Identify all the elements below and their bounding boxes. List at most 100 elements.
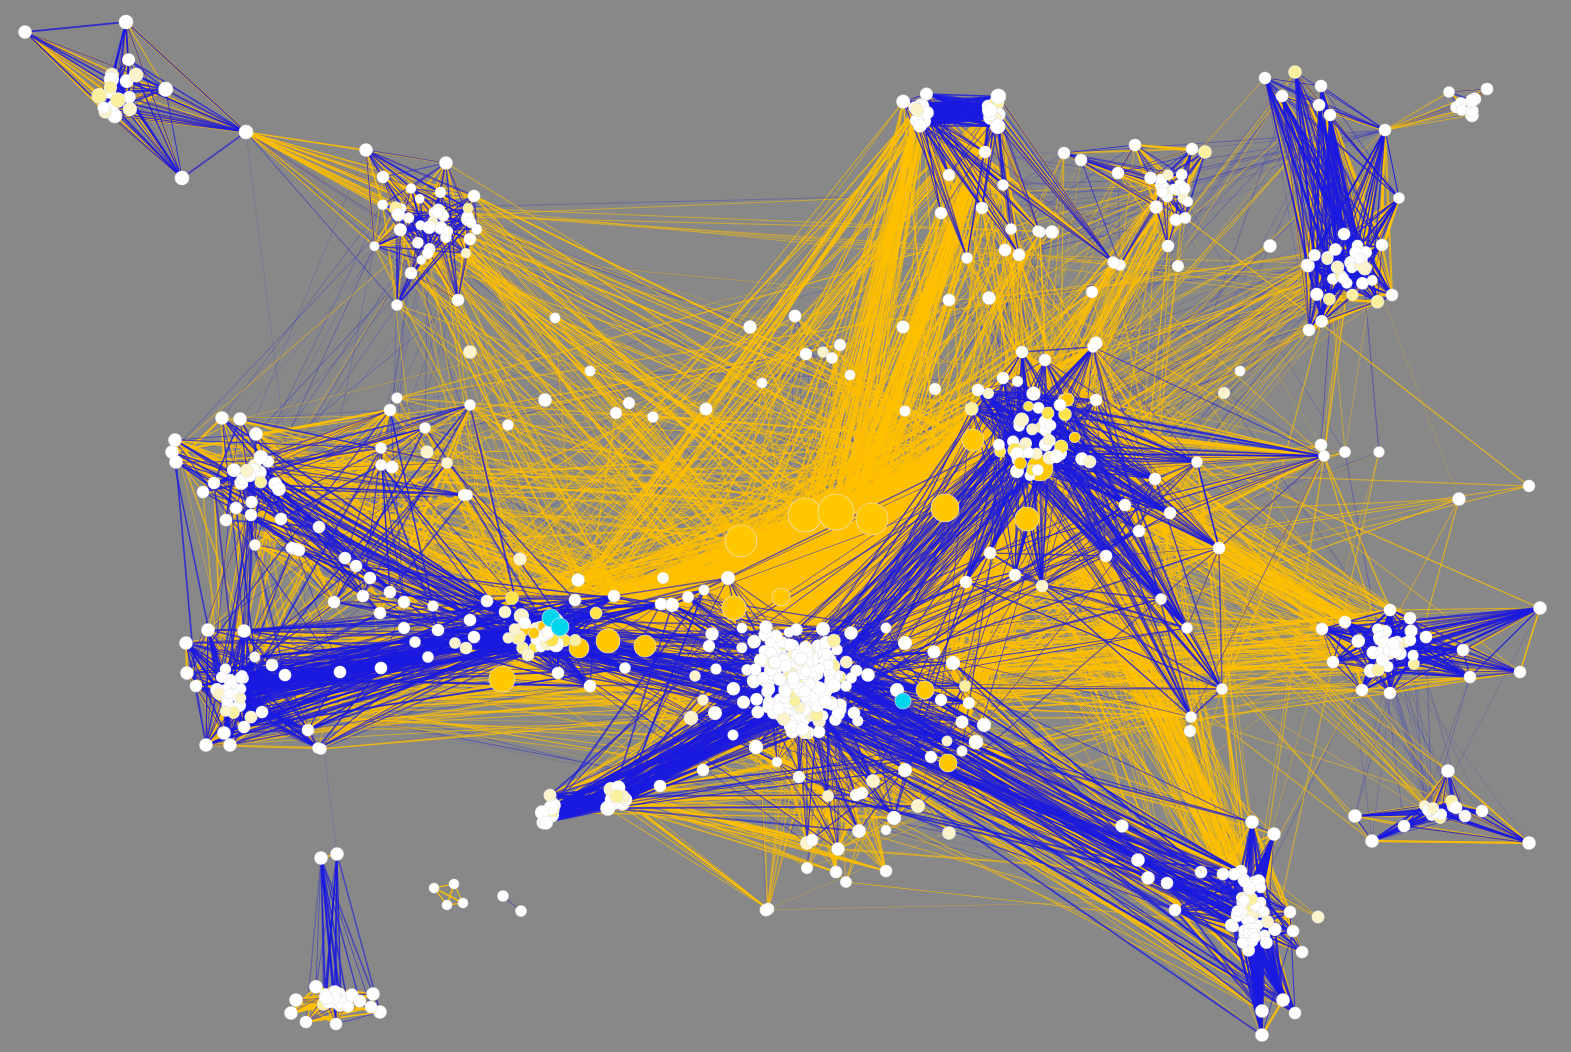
graph-node[interactable] xyxy=(707,705,722,720)
graph-node[interactable] xyxy=(515,905,527,917)
graph-node[interactable] xyxy=(1014,506,1040,532)
graph-node[interactable] xyxy=(724,524,758,558)
graph-node[interactable] xyxy=(1068,431,1081,444)
graph-node[interactable] xyxy=(664,597,680,613)
graph-node[interactable] xyxy=(1045,225,1059,239)
graph-node[interactable] xyxy=(505,591,519,605)
graph-node[interactable] xyxy=(215,671,228,684)
graph-node[interactable] xyxy=(292,543,306,557)
graph-node[interactable] xyxy=(1260,936,1273,949)
graph-node[interactable] xyxy=(1403,611,1417,625)
graph-node[interactable] xyxy=(1128,138,1142,152)
graph-node[interactable] xyxy=(743,320,757,334)
graph-node[interactable] xyxy=(748,739,764,755)
graph-node[interactable] xyxy=(762,682,776,696)
graph-node[interactable] xyxy=(1231,905,1244,918)
graph-node[interactable] xyxy=(527,627,540,639)
graph-node[interactable] xyxy=(249,539,261,551)
graph-node[interactable] xyxy=(1311,910,1325,924)
graph-node[interactable] xyxy=(1053,398,1067,412)
graph-node[interactable] xyxy=(792,770,806,784)
graph-node[interactable] xyxy=(1475,804,1489,818)
graph-node[interactable] xyxy=(1042,433,1055,446)
graph-node[interactable] xyxy=(1458,809,1472,823)
graph-node[interactable] xyxy=(1263,239,1277,253)
graph-node[interactable] xyxy=(253,450,268,465)
graph-node[interactable] xyxy=(244,710,258,724)
graph-node[interactable] xyxy=(968,734,984,750)
graph-node[interactable] xyxy=(1370,295,1385,309)
graph-node[interactable] xyxy=(488,665,516,693)
graph-node[interactable] xyxy=(431,206,444,219)
graph-node[interactable] xyxy=(982,291,996,305)
graph-node[interactable] xyxy=(238,124,254,140)
graph-node[interactable] xyxy=(736,622,748,634)
graph-node[interactable] xyxy=(312,520,326,534)
graph-node[interactable] xyxy=(795,722,810,736)
graph-node[interactable] xyxy=(1141,871,1155,885)
graph-node[interactable] xyxy=(817,346,829,358)
graph-node[interactable] xyxy=(1378,123,1392,137)
graph-node[interactable] xyxy=(412,236,424,249)
graph-node[interactable] xyxy=(393,223,407,237)
graph-node[interactable] xyxy=(342,1000,355,1013)
graph-node[interactable] xyxy=(97,101,110,114)
graph-node[interactable] xyxy=(822,790,834,802)
graph-node[interactable] xyxy=(1300,258,1314,272)
graph-node[interactable] xyxy=(1373,446,1385,458)
graph-node[interactable] xyxy=(609,406,623,420)
graph-node[interactable] xyxy=(1315,314,1328,328)
graph-node[interactable] xyxy=(942,293,956,307)
graph-node[interactable] xyxy=(800,861,813,874)
graph-node[interactable] xyxy=(289,993,303,1007)
graph-node[interactable] xyxy=(746,674,759,686)
graph-node[interactable] xyxy=(681,590,694,603)
graph-node[interactable] xyxy=(265,658,279,672)
graph-node[interactable] xyxy=(568,593,582,607)
graph-node[interactable] xyxy=(1286,924,1300,938)
graph-node[interactable] xyxy=(375,459,387,471)
graph-node[interactable] xyxy=(847,706,861,720)
graph-node[interactable] xyxy=(736,642,748,654)
graph-node[interactable] xyxy=(427,600,439,612)
graph-node[interactable] xyxy=(1228,921,1240,933)
graph-node[interactable] xyxy=(1339,446,1351,458)
graph-node[interactable] xyxy=(168,433,182,447)
graph-node[interactable] xyxy=(978,145,992,159)
graph-node[interactable] xyxy=(989,118,1006,135)
graph-node[interactable] xyxy=(1323,292,1336,306)
graph-node[interactable] xyxy=(1168,903,1182,917)
graph-node[interactable] xyxy=(363,571,377,585)
graph-node[interactable] xyxy=(844,369,856,381)
graph-node[interactable] xyxy=(422,220,436,234)
graph-node[interactable] xyxy=(233,412,247,426)
graph-node[interactable] xyxy=(827,633,841,648)
graph-node[interactable] xyxy=(1387,636,1400,650)
graph-node[interactable] xyxy=(852,824,866,838)
graph-node[interactable] xyxy=(1312,98,1326,112)
graph-node[interactable] xyxy=(1014,412,1029,427)
graph-node[interactable] xyxy=(934,693,948,707)
graph-node[interactable] xyxy=(457,488,470,501)
graph-node[interactable] xyxy=(383,403,397,417)
graph-node[interactable] xyxy=(1452,492,1466,506)
graph-node[interactable] xyxy=(359,143,373,157)
graph-node[interactable] xyxy=(315,743,327,755)
graph-node[interactable] xyxy=(584,365,596,377)
graph-node[interactable] xyxy=(817,493,855,531)
graph-node[interactable] xyxy=(726,681,741,696)
graph-node[interactable] xyxy=(840,876,852,888)
graph-node[interactable] xyxy=(462,203,474,214)
graph-node[interactable] xyxy=(879,864,893,878)
graph-node[interactable] xyxy=(919,87,933,101)
graph-node[interactable] xyxy=(786,671,801,685)
graph-node[interactable] xyxy=(1089,393,1103,407)
graph-node[interactable] xyxy=(757,671,770,684)
graph-node[interactable] xyxy=(376,170,390,184)
graph-node[interactable] xyxy=(223,738,237,752)
graph-node[interactable] xyxy=(219,513,233,527)
graph-node[interactable] xyxy=(1234,365,1246,377)
graph-node[interactable] xyxy=(122,53,136,67)
graph-node[interactable] xyxy=(18,25,32,39)
graph-node[interactable] xyxy=(551,666,565,680)
